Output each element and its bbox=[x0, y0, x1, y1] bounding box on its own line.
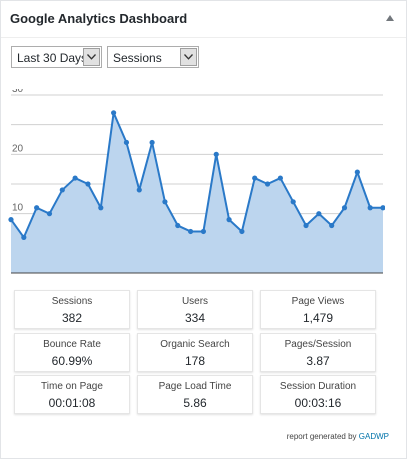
data-point bbox=[175, 222, 181, 229]
data-point bbox=[264, 181, 271, 187]
date-range-value: Last 30 Days bbox=[17, 51, 88, 65]
data-point bbox=[354, 169, 360, 175]
widget-header: Google Analytics Dashboard bbox=[1, 1, 406, 38]
data-point bbox=[239, 228, 245, 235]
data-point bbox=[367, 205, 373, 211]
stat-card-bounce-rate: Bounce Rate 60.99% bbox=[14, 333, 130, 372]
metric-value: Sessions bbox=[113, 51, 162, 65]
sessions-chart: 10 20 30 bbox=[1, 84, 386, 279]
data-point bbox=[290, 199, 296, 205]
stat-label: Users bbox=[181, 296, 209, 307]
stat-value: 1,479 bbox=[302, 311, 334, 325]
data-point bbox=[252, 175, 258, 181]
data-point bbox=[85, 181, 91, 187]
report-footer-text: report generated by bbox=[286, 432, 357, 441]
stat-value: 178 bbox=[184, 354, 206, 368]
data-point bbox=[200, 228, 207, 235]
collapse-toggle-icon[interactable] bbox=[386, 15, 394, 21]
stat-label: Page Views bbox=[291, 296, 345, 307]
chevron-down-icon[interactable] bbox=[180, 48, 197, 66]
data-point bbox=[72, 175, 78, 181]
data-point bbox=[111, 110, 117, 116]
stat-label: Pages/Session bbox=[284, 339, 352, 350]
y-tick-label: 20 bbox=[12, 143, 24, 154]
stat-card-users: Users 334 bbox=[137, 290, 253, 329]
chart-canvas: 10 20 30 bbox=[8, 84, 386, 274]
report-footer: report generated by GADWP bbox=[287, 432, 389, 441]
stat-label: Page Load Time bbox=[158, 381, 232, 392]
data-point bbox=[162, 199, 168, 205]
stat-card-organic-search: Organic Search 178 bbox=[137, 333, 253, 372]
stat-label: Bounce Rate bbox=[43, 339, 101, 350]
stat-label: Time on Page bbox=[41, 381, 103, 392]
stat-card-sessions: Sessions 382 bbox=[14, 290, 130, 329]
data-point bbox=[59, 187, 65, 193]
stat-value: 3.87 bbox=[306, 354, 330, 368]
data-point bbox=[329, 222, 335, 229]
widget-title: Google Analytics Dashboard bbox=[10, 11, 188, 26]
data-point bbox=[341, 205, 348, 211]
stat-value: 5.86 bbox=[183, 396, 207, 410]
data-point bbox=[226, 217, 232, 223]
stat-value: 00:03:16 bbox=[294, 396, 342, 410]
data-point bbox=[21, 234, 27, 240]
stat-card-time-on-page: Time on Page 00:01:08 bbox=[14, 375, 130, 414]
data-point bbox=[136, 187, 142, 193]
stat-card-page-load-time: Page Load Time 5.86 bbox=[137, 375, 253, 414]
data-point bbox=[46, 211, 53, 217]
stat-value: 60.99% bbox=[51, 354, 93, 368]
stat-value: 334 bbox=[184, 311, 206, 325]
stat-card-pages-per-session: Pages/Session 3.87 bbox=[260, 333, 376, 372]
y-tick-label: 30 bbox=[12, 89, 24, 95]
stat-card-page-views: Page Views 1,479 bbox=[260, 290, 376, 329]
data-point bbox=[213, 151, 219, 157]
data-point bbox=[34, 205, 40, 211]
series-area bbox=[11, 112, 383, 273]
gadwp-link[interactable]: GADWP bbox=[358, 432, 389, 441]
data-point bbox=[380, 205, 386, 211]
data-point bbox=[277, 175, 283, 181]
stat-label: Organic Search bbox=[160, 339, 230, 350]
y-tick-label: 10 bbox=[12, 203, 24, 214]
data-point bbox=[316, 211, 322, 217]
data-point bbox=[303, 222, 309, 229]
date-range-select[interactable]: Last 30 Days bbox=[11, 46, 102, 68]
metric-select[interactable]: Sessions bbox=[107, 46, 199, 68]
data-point bbox=[123, 139, 130, 146]
stat-value: 00:01:08 bbox=[48, 396, 96, 410]
stat-label: Sessions bbox=[51, 296, 93, 307]
data-point bbox=[8, 217, 14, 223]
data-point bbox=[187, 228, 194, 235]
series-line bbox=[10, 111, 383, 239]
stat-card-session-duration: Session Duration 00:03:16 bbox=[260, 375, 376, 414]
chevron-down-icon[interactable] bbox=[83, 48, 100, 66]
stat-value: 382 bbox=[61, 311, 83, 325]
data-point bbox=[98, 205, 104, 211]
data-point bbox=[149, 139, 155, 146]
stat-label: Session Duration bbox=[279, 381, 357, 392]
